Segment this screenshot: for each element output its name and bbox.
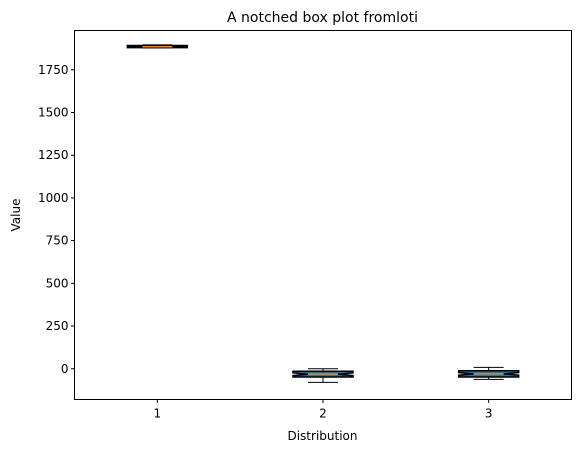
y-tick-label: 1000 — [38, 191, 69, 205]
y-tick-label: 500 — [46, 276, 69, 290]
ticks-layer: 0 250 500 750 1000 1250 1500 1750 1 2 3 — [38, 63, 493, 421]
box-1 — [126, 44, 189, 49]
y-tick-label: 250 — [46, 319, 69, 333]
x-axis-label: Distribution — [287, 429, 357, 443]
boxes-layer — [126, 44, 520, 383]
plot-frame — [74, 30, 572, 400]
y-axis-label: Value — [9, 199, 23, 232]
y-tick-label: 750 — [46, 234, 69, 248]
y-tick-label: 0 — [61, 362, 69, 376]
y-tick-label: 1750 — [38, 63, 69, 77]
y-tick-label: 1500 — [38, 106, 69, 120]
box-3 — [457, 366, 520, 380]
x-tick-label: 2 — [319, 407, 327, 421]
chart-title: A notched box plot fromloti — [227, 10, 418, 26]
box-2 — [292, 368, 354, 383]
x-tick-label: 3 — [485, 407, 493, 421]
x-tick-label: 1 — [154, 407, 162, 421]
y-tick-label: 1250 — [38, 148, 69, 162]
